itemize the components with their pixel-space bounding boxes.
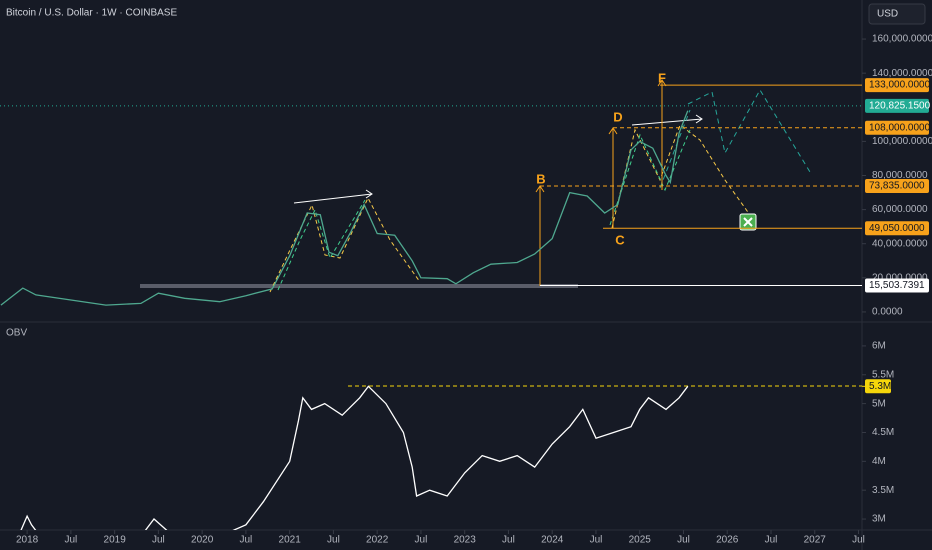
x-tick-label: Jul bbox=[327, 535, 340, 546]
currency-label[interactable]: USD bbox=[877, 9, 898, 20]
x-tick-label: Jul bbox=[590, 535, 603, 546]
x-tick-label: Jul bbox=[240, 535, 253, 546]
price-label: 133,000.0000 bbox=[869, 80, 931, 91]
series-line bbox=[0, 110, 689, 306]
y-tick-label: 0.0000 bbox=[872, 307, 903, 318]
x-tick-label: 2026 bbox=[716, 535, 739, 546]
x-tick-label: Jul bbox=[415, 535, 428, 546]
x-tick-label: 2019 bbox=[104, 535, 127, 546]
wave-label: D bbox=[613, 109, 622, 124]
x-tick-label: 2022 bbox=[366, 535, 389, 546]
y-tick-label: 100,000.0000 bbox=[872, 136, 932, 147]
y-tick-label: 80,000.0000 bbox=[872, 170, 928, 181]
currency-button[interactable] bbox=[868, 3, 926, 25]
y-tick-label: 5.5M bbox=[872, 369, 894, 380]
y-tick-label: 160,000.0000 bbox=[872, 34, 932, 45]
y-tick-label: 4M bbox=[872, 456, 886, 467]
price-label-box bbox=[865, 379, 891, 394]
x-tick-label: 2021 bbox=[279, 535, 302, 546]
x-tick-label: Jul bbox=[677, 535, 690, 546]
x-tick-label: 2024 bbox=[541, 535, 564, 546]
price-label: 15,503.7391 bbox=[869, 280, 925, 291]
x-tick-label: Jul bbox=[852, 535, 865, 546]
wave-label: F bbox=[658, 70, 666, 85]
annotations bbox=[140, 79, 862, 387]
plot-area bbox=[0, 110, 689, 306]
x-tick-label: 2025 bbox=[629, 535, 652, 546]
price-label: 5.3M bbox=[869, 381, 891, 392]
indicator-title: OBV bbox=[6, 328, 27, 339]
price-label-box bbox=[865, 98, 929, 113]
price-label: 120,825.1500 bbox=[869, 101, 931, 112]
price-label-box bbox=[865, 179, 929, 194]
y-tick-label: 40,000.0000 bbox=[872, 238, 928, 249]
series-line bbox=[20, 385, 689, 530]
price-label: 49,050.0000 bbox=[869, 223, 925, 234]
y-tick-label: 60,000.0000 bbox=[872, 204, 928, 215]
y-tick-label: 6M bbox=[872, 341, 886, 352]
y-tick-label: 3M bbox=[872, 514, 886, 525]
x-tick-label: Jul bbox=[152, 535, 165, 546]
x-tick-label: 2027 bbox=[804, 535, 827, 546]
x-tick-label: 2020 bbox=[191, 535, 214, 546]
wave-label: C bbox=[615, 232, 625, 247]
price-label-box bbox=[865, 221, 929, 236]
price-label: 73,835.0000 bbox=[869, 181, 925, 192]
plot-area bbox=[20, 385, 689, 530]
price-label: 108,000.0000 bbox=[869, 122, 931, 133]
x-tick-label: Jul bbox=[502, 535, 515, 546]
x-tick-label: 2018 bbox=[16, 535, 39, 546]
symbol-title: Bitcoin / U.S. Dollar · 1W · COINBASE bbox=[6, 8, 177, 19]
x-tick-label: Jul bbox=[765, 535, 778, 546]
y-tick-label: 5M bbox=[872, 398, 886, 409]
x-tick-label: 2023 bbox=[454, 535, 477, 546]
y-tick-label: 20,000.0000 bbox=[872, 272, 928, 283]
price-label-box bbox=[865, 120, 929, 135]
price-label-box bbox=[865, 278, 929, 293]
x-tick-label: Jul bbox=[64, 535, 77, 546]
y-tick-label: 3.5M bbox=[872, 485, 894, 496]
price-label-box bbox=[865, 78, 929, 93]
wave-label: B bbox=[536, 171, 545, 186]
y-tick-label: 140,000.0000 bbox=[872, 68, 932, 79]
y-tick-label: 4.5M bbox=[872, 427, 894, 438]
